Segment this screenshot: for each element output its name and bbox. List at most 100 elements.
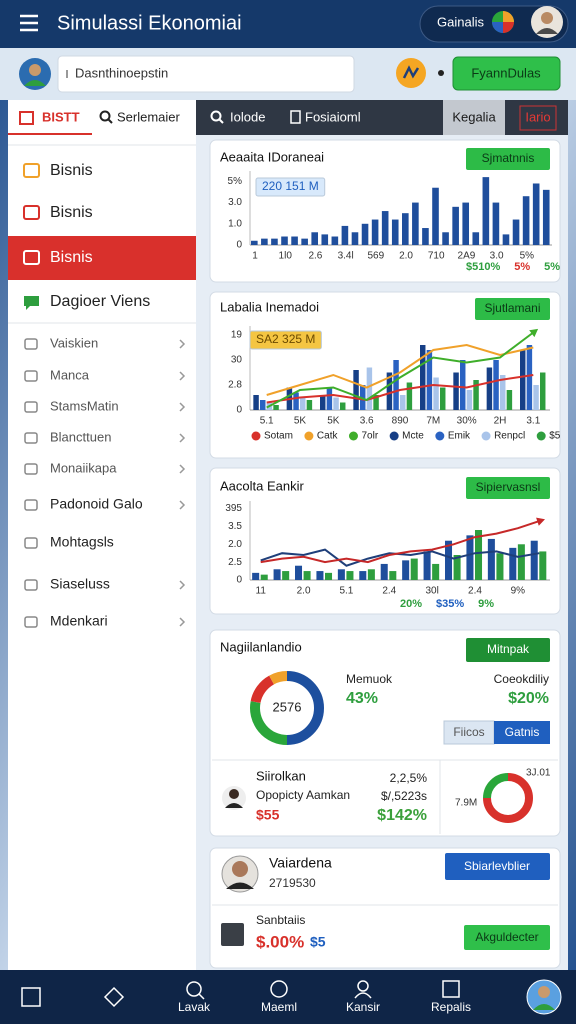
- bar: [533, 385, 539, 410]
- y-tick-label: 0: [236, 575, 242, 586]
- bar: [445, 540, 453, 580]
- toggle-label: Gatnis: [505, 725, 540, 739]
- y-tick-label: 2.0: [228, 539, 242, 550]
- bar: [391, 219, 399, 245]
- nav-avatar[interactable]: [526, 979, 562, 1015]
- bar: [320, 395, 326, 410]
- tab[interactable]: Fosiaioml: [305, 109, 361, 124]
- tab-icon: [290, 110, 301, 124]
- profile-name: Vaiardena: [269, 855, 332, 871]
- menu-item[interactable]: StamsMatin: [50, 398, 119, 413]
- menu-item[interactable]: Manca: [50, 367, 90, 382]
- menu-item[interactable]: Bisnis: [50, 249, 93, 266]
- person-role: Opopicty Aamkan: [256, 788, 350, 802]
- chart-title: Aeaaita IDoraneai: [220, 149, 324, 164]
- bar: [539, 551, 547, 580]
- nav-icon[interactable]: [103, 986, 125, 1008]
- sidebar-tab[interactable]: BISTT: [42, 109, 80, 124]
- person-amount: $55: [256, 807, 280, 823]
- menu-icon: [24, 537, 38, 549]
- tab[interactable]: Iario: [525, 109, 550, 124]
- menu-icon: [24, 338, 38, 350]
- nav-icon[interactable]: [186, 981, 205, 1000]
- x-tick-label: 7M: [426, 416, 440, 427]
- bar: [293, 392, 299, 410]
- menu-item[interactable]: Blancttuen: [50, 429, 111, 444]
- search-input[interactable]: [57, 55, 355, 93]
- tab[interactable]: Kegalia: [452, 109, 496, 124]
- tab[interactable]: Iolode: [230, 109, 265, 124]
- chart-annotation: 20%: [400, 598, 422, 610]
- chart-title: Labalia Inemadoi: [220, 299, 319, 314]
- action-button[interactable]: [464, 925, 550, 950]
- bar: [340, 402, 346, 410]
- mini-donut-label: 7.9M: [455, 798, 477, 809]
- menu-item[interactable]: Dagioer Viens: [50, 293, 150, 310]
- user-avatar[interactable]: [19, 58, 51, 90]
- x-tick-label: 3.1: [526, 416, 540, 427]
- toggle-option-active[interactable]: [494, 721, 550, 744]
- bar: [260, 574, 268, 580]
- chart-annotation: $510%: [466, 261, 500, 273]
- nav-icon[interactable]: [354, 980, 372, 999]
- menu-item[interactable]: Padonoid Galo: [50, 496, 143, 512]
- bar: [426, 350, 433, 410]
- chart-button[interactable]: [466, 148, 550, 170]
- x-tick-label: 3.0: [490, 251, 504, 262]
- person-avatar: [222, 786, 246, 810]
- nav-label: Kansir: [346, 1000, 380, 1014]
- donut-segment: [483, 773, 509, 799]
- bar: [337, 569, 345, 580]
- bar: [522, 196, 530, 245]
- nav-icon[interactable]: [442, 980, 460, 998]
- mini-donut-top: 3J.01: [526, 768, 551, 779]
- chart-button[interactable]: [475, 298, 550, 320]
- menu-button[interactable]: [20, 14, 38, 32]
- bottom-nav: [0, 970, 576, 1024]
- x-tick-label: 5%: [520, 251, 535, 262]
- menu-item[interactable]: Vaiskien: [50, 335, 98, 350]
- x-tick-label: 9%: [511, 586, 526, 597]
- legend-label: Mcte: [402, 431, 424, 442]
- profile-button[interactable]: [445, 853, 550, 880]
- card-button[interactable]: [466, 638, 550, 662]
- bar: [321, 234, 329, 245]
- bar: [540, 372, 546, 410]
- menu-item[interactable]: Monaiikapa: [50, 460, 117, 475]
- menu-item[interactable]: Mohtagsls: [50, 534, 114, 550]
- y-tick-label: 30: [231, 355, 243, 366]
- chart-button-label: Sjutlamani: [484, 301, 540, 315]
- user-avatar[interactable]: [531, 6, 563, 38]
- line-arrow: [536, 517, 545, 526]
- sidebar-tab[interactable]: Serlemaier: [117, 109, 181, 124]
- primary-button-label: FyannDulas: [471, 65, 541, 80]
- legend-swatch: [348, 431, 358, 441]
- chart-button[interactable]: [466, 477, 550, 499]
- bar: [440, 387, 446, 410]
- y-tick-label: 3.5: [228, 521, 242, 532]
- bar: [517, 544, 525, 580]
- bar: [281, 236, 288, 245]
- menu-item[interactable]: Siaseluss: [50, 576, 110, 592]
- bar: [300, 397, 306, 410]
- nav-icon[interactable]: [270, 980, 288, 998]
- line-series: [266, 343, 534, 396]
- bar: [500, 375, 506, 410]
- primary-button[interactable]: [452, 56, 561, 91]
- x-tick-label: 3.4l: [338, 251, 354, 262]
- bar: [466, 390, 473, 410]
- bar: [520, 350, 526, 410]
- donut-segment: [483, 773, 533, 823]
- nav-icon[interactable]: [21, 987, 41, 1007]
- chart-button-label: Sipiervasnsl: [476, 480, 541, 494]
- menu-item[interactable]: Bisnis: [50, 162, 93, 179]
- bar: [402, 213, 409, 245]
- menu-item[interactable]: Mdenkari: [50, 613, 108, 629]
- y-tick-label: 3.0: [228, 197, 242, 208]
- bar: [492, 202, 500, 245]
- menu-item[interactable]: Bisnis: [50, 204, 93, 221]
- y-tick-label: 0: [236, 240, 242, 251]
- line-arrow: [529, 328, 539, 338]
- stat-value: $20%: [508, 690, 549, 707]
- x-tick-label: 569: [367, 251, 384, 262]
